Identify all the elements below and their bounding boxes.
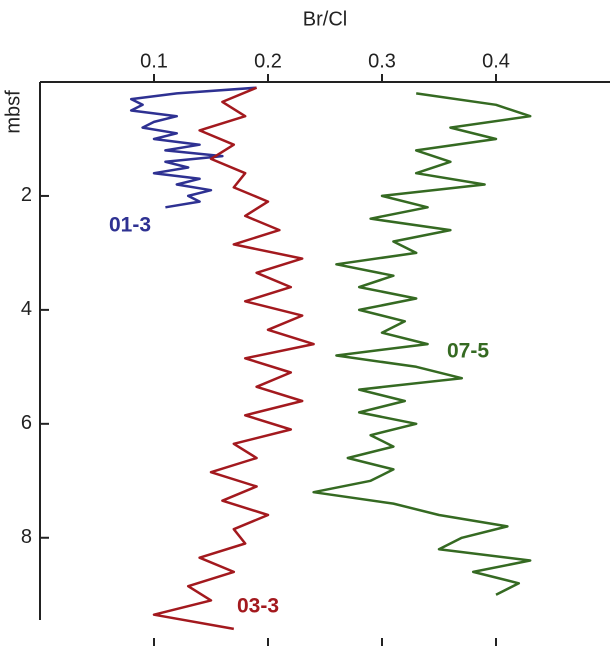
profile-line	[152, 86, 315, 631]
x-tick-label: 0.2	[254, 50, 282, 72]
y-tick-label: 8	[21, 526, 32, 548]
y-axis-label: mbsf	[2, 90, 24, 134]
profile-line	[129, 86, 257, 209]
x-tick-label: 0.1	[140, 50, 168, 72]
series-label: 01-3	[109, 214, 151, 237]
y-tick-label: 6	[21, 412, 32, 434]
x-tick-label: 0.3	[368, 50, 396, 72]
y-tick-label: 2	[21, 184, 32, 206]
y-tick-label: 4	[21, 298, 32, 320]
series-label: 03-3	[237, 595, 279, 618]
series-label: 07-5	[447, 340, 489, 363]
profile-line	[312, 92, 532, 596]
x-axis-label: Br/Cl	[303, 8, 347, 30]
x-tick-label: 0.4	[482, 50, 510, 72]
